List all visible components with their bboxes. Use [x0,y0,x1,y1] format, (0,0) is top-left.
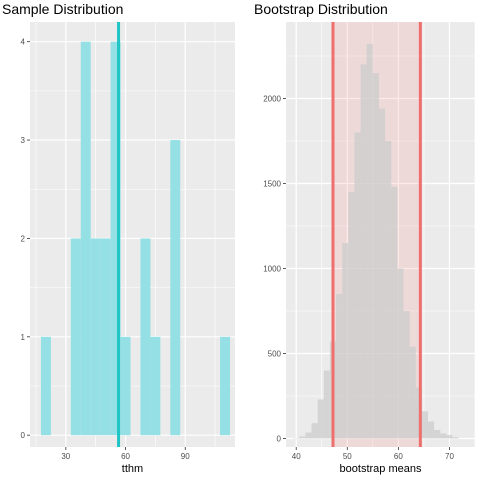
histogram-bar [354,132,361,439]
y-tick-label: 2 [21,234,26,243]
histogram-bar [391,186,398,439]
x-tick-label: 30 [61,452,70,461]
sample-distribution-panel: Sample Distribution 0 1 2 3 4 30 60 90 tthm [0,0,240,480]
histogram-bar [110,41,121,436]
bootstrap-distribution-title: Bootstrap Distribution [254,1,388,17]
histogram-bar [311,423,318,439]
histogram-bar [170,140,181,436]
histogram-bar [446,435,453,439]
histogram-bar [434,430,441,439]
histogram-bar [40,336,51,436]
histogram-bar [220,336,231,436]
y-tick-label: 1 [21,333,26,342]
x-tick-label: 50 [343,452,352,461]
x-axis-label: bootstrap means [340,463,422,475]
histogram-bar [403,311,410,439]
histogram-bar [428,421,435,439]
x-tick-label: 60 [121,452,130,461]
panel-background [30,22,235,447]
histogram-bar [366,44,373,439]
histogram-bar [80,41,91,436]
histogram-bar [336,294,343,439]
x-tick-label: 70 [445,452,454,461]
y-tick-label: 3 [21,136,26,145]
histogram-bar [452,437,459,439]
histogram-bar [342,243,349,439]
histogram-bar [348,192,355,439]
histogram-bar [421,411,429,439]
histogram-bar [385,141,392,439]
histogram-bar [372,73,379,439]
histogram-bar [323,370,330,439]
histogram-bar [440,433,447,439]
histogram-bar [317,399,324,439]
y-tick-label: 2000 [263,95,281,104]
histogram-bar [299,436,306,439]
x-tick-label: 90 [181,452,190,461]
histogram-bar [409,346,416,439]
histogram-bar [305,432,312,439]
histogram-bar [90,238,101,436]
y-tick-label: 500 [268,350,282,359]
y-tick-label: 0 [21,431,26,440]
x-tick-label: 60 [394,452,403,461]
histogram-bar [70,238,81,436]
bootstrap-distribution-chart: 0 500 1000 1500 2000 40 50 60 70 bootstrap means [263,22,476,475]
x-tick-label: 40 [292,452,301,461]
sample-distribution-chart: 0 1 2 3 4 30 60 90 tthm [21,22,235,475]
histogram-bar [378,108,386,439]
histogram-bar [293,437,300,439]
y-tick-label: 1000 [263,265,281,274]
histogram-bar [397,268,404,439]
x-axis-label: tthm [122,463,143,475]
bootstrap-distribution-panel: Bootstrap Distribution 0 500 1000 1500 2000 4… [240,0,480,480]
y-tick-label: 1500 [263,180,281,189]
histogram-bar [360,64,367,439]
histogram-bar [150,336,161,436]
histogram-bar [100,238,111,436]
sample-distribution-title: Sample Distribution [2,1,124,17]
histogram-bar [120,336,131,436]
y-tick-label: 4 [21,38,26,47]
y-tick-label: 0 [277,435,282,444]
histogram-bar [415,387,422,439]
histogram-bar [140,238,151,436]
